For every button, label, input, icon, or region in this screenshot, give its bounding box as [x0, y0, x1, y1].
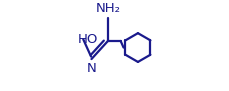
Text: NH₂: NH₂ [95, 2, 120, 15]
Text: N: N [87, 62, 96, 75]
Text: HO: HO [78, 33, 98, 46]
